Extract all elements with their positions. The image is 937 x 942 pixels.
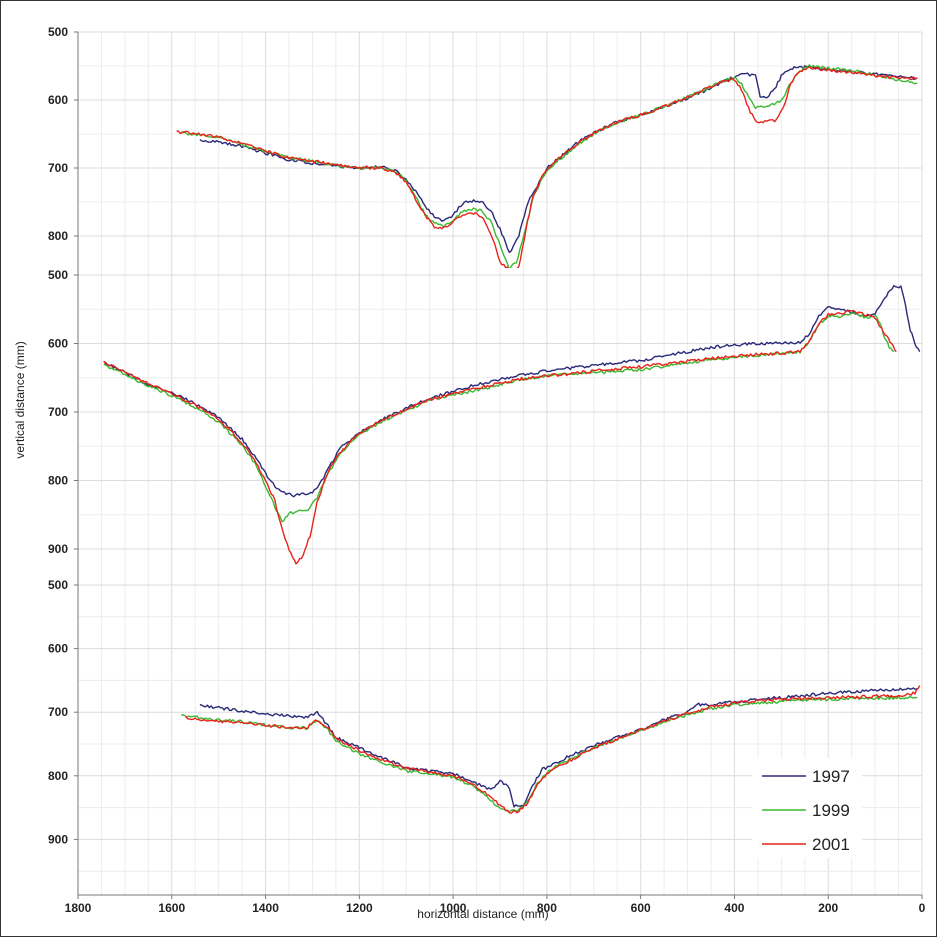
legend-label-1999: 1999 xyxy=(812,801,850,820)
x-tick-label: 1200 xyxy=(346,901,373,915)
x-tick-label: 1600 xyxy=(158,901,185,915)
y-tick-label: 900 xyxy=(48,832,68,846)
x-tick-label: 800 xyxy=(537,901,557,915)
y-tick-label: 900 xyxy=(48,542,68,556)
y-tick-label: 800 xyxy=(48,474,68,488)
x-tick-label: 1000 xyxy=(440,901,467,915)
series-line-1997-bottom xyxy=(199,687,918,808)
x-tick-label: 1800 xyxy=(65,901,92,915)
y-tick-label: 600 xyxy=(48,642,68,656)
y-tick-label: 600 xyxy=(48,93,68,107)
x-tick-label: 400 xyxy=(724,901,744,915)
y-tick-label: 600 xyxy=(48,337,68,351)
panel-middle: 500 600 700 800 900 xyxy=(48,268,923,577)
y-axis-label: vertical distance (mm) xyxy=(13,341,27,458)
legend-label-1997: 1997 xyxy=(812,767,850,786)
chart-legend: 1997 1999 2001 xyxy=(752,758,862,858)
x-tick-label: 200 xyxy=(818,901,838,915)
x-tick-label: 1400 xyxy=(252,901,279,915)
x-axis-label: horizontal distance (mm) xyxy=(417,907,548,921)
y-tick-label: 700 xyxy=(48,161,68,175)
y-tick-label: 800 xyxy=(48,229,68,243)
panel-top: 500 600 700 800 xyxy=(48,25,923,272)
legend-box xyxy=(752,758,862,858)
y-tick-label: 500 xyxy=(48,578,68,592)
series-line-2001-bottom xyxy=(185,685,921,814)
x-tick-label: 0 xyxy=(919,901,926,915)
series-line-1997-top xyxy=(199,65,918,254)
y-tick-label: 700 xyxy=(48,405,68,419)
series-line-1997-middle xyxy=(103,284,921,498)
y-tick-label: 700 xyxy=(48,705,68,719)
y-tick-label: 500 xyxy=(48,268,68,282)
x-tick-label: 600 xyxy=(631,901,651,915)
series-line-2001-middle xyxy=(103,309,897,565)
y-tick-label: 800 xyxy=(48,769,68,783)
legend-label-2001: 2001 xyxy=(812,835,850,854)
y-tick-label: 500 xyxy=(48,25,68,39)
series-line-2001-top xyxy=(176,66,918,272)
